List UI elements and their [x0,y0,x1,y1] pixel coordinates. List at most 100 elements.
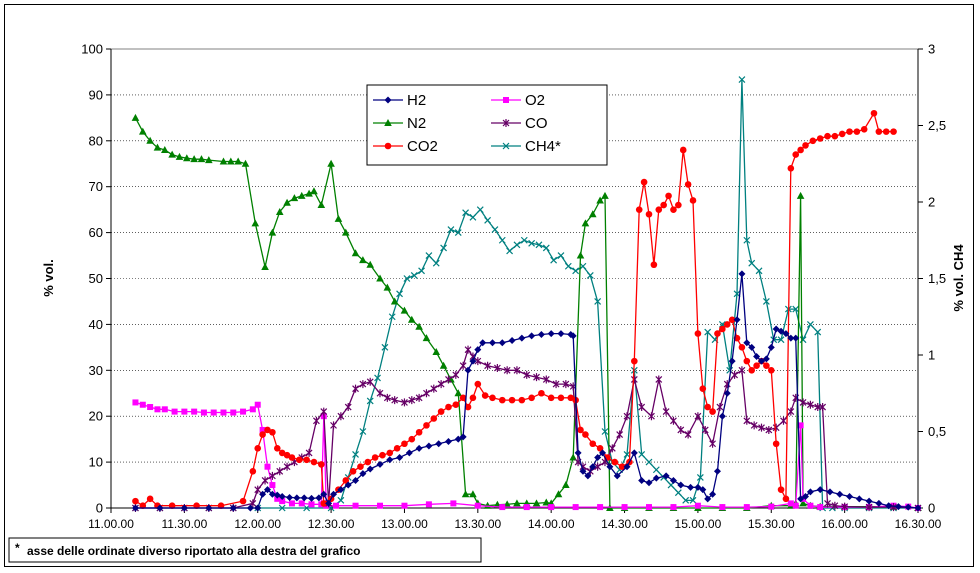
data-point [337,412,345,421]
data-point [341,228,350,236]
data-point [885,502,893,510]
data-point [799,499,807,507]
data-point [376,274,384,282]
series-line [135,79,918,509]
data-point [227,157,235,165]
y-tick-label-left: 70 [89,179,103,194]
data-point [352,476,360,484]
data-point [630,375,638,384]
data-point [542,375,550,384]
data-point [312,416,320,425]
legend-item: N2 [373,115,426,132]
data-point [147,404,154,411]
data-point [308,501,315,508]
data-point [704,495,712,503]
x-tick-label: 14.30.00 [601,517,648,531]
data-point [268,490,276,498]
data-point [205,156,213,164]
data-point [220,409,227,416]
data-point [268,471,276,480]
data-point [415,322,423,330]
legend: H2 O2 N2 CO CO2 CH4* [366,84,608,166]
data-point [469,213,477,221]
data-point [276,467,284,476]
data-point [484,216,492,224]
data-point [379,451,386,459]
data-point [586,272,594,279]
data-point [390,297,399,305]
data-point [567,394,575,402]
data-point [366,377,374,386]
data-point [890,503,897,512]
data-point [870,109,878,117]
data-point [296,456,303,464]
data-point [288,500,295,507]
data-point [648,412,655,421]
data-point [547,330,555,338]
data-point [809,137,817,145]
data-point [709,490,717,498]
y-tick-label-right: 3 [928,42,935,57]
x-tick-label: 16.30.00 [895,517,942,531]
data-point [523,370,531,379]
data-point [278,449,286,457]
data-point [623,463,631,471]
data-point [865,497,873,505]
data-point [523,504,530,511]
data-point [599,449,607,457]
data-point [743,416,751,425]
data-point [557,252,565,259]
data-point [728,316,736,324]
data-point [305,448,313,457]
data-point [694,483,702,491]
data-point [564,262,572,270]
data-point [743,236,751,244]
data-point [279,498,286,505]
data-point [286,493,294,501]
data-point [562,481,570,489]
data-point [418,267,425,275]
data-point [452,370,460,379]
data-point [824,499,831,508]
data-point [506,247,514,255]
data-point [168,150,176,158]
data-point [579,467,587,475]
y-tick-label-left: 100 [81,42,103,57]
data-point [491,226,499,233]
data-point [579,262,587,270]
data-point [197,155,206,163]
data-point [493,364,501,373]
data-point [344,481,352,489]
data-point [814,403,822,412]
data-point [670,206,677,213]
data-point [738,270,746,278]
data-point [386,456,394,464]
data-point [230,409,237,416]
data-point [635,206,643,213]
data-point [838,130,846,138]
data-point [787,500,794,507]
data-point [532,499,541,507]
data-point [269,482,276,489]
data-point [293,494,301,502]
data-point [283,462,291,471]
data-point [454,229,462,237]
data-point [772,423,780,432]
data-point [772,440,780,448]
data-point [459,433,467,441]
data-point [320,407,328,416]
data-point [645,458,653,466]
data-point [694,330,702,337]
data-point [806,320,814,328]
data-point [638,451,646,458]
data-point [401,440,408,448]
legend-label: O2 [525,92,545,109]
data-point [469,394,477,402]
data-point [401,398,408,407]
data-point [290,194,299,202]
data-point [743,357,751,365]
data-point [388,313,396,321]
data-point [677,481,685,489]
data-point [513,499,521,507]
data-point [662,472,670,480]
